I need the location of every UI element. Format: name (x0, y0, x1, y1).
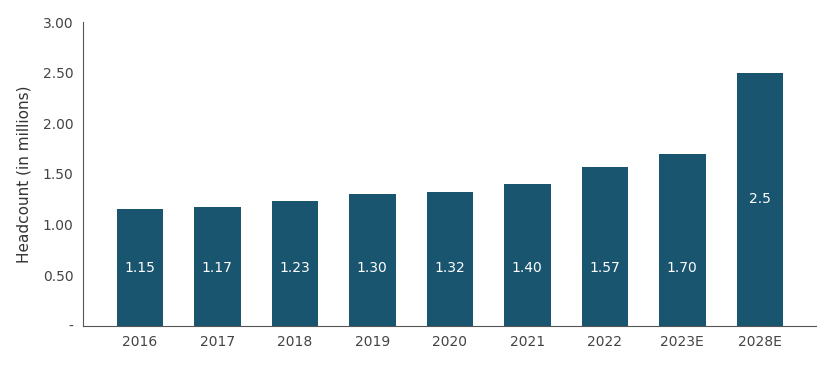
Bar (194, 207, 241, 326)
Text: 1.30: 1.30 (357, 261, 387, 275)
Bar (117, 209, 163, 326)
Bar (272, 201, 318, 326)
Bar (504, 184, 551, 326)
Bar (581, 167, 628, 326)
Text: 1.70: 1.70 (667, 261, 698, 275)
Text: 1.40: 1.40 (512, 261, 542, 275)
Y-axis label: Headcount (in millions): Headcount (in millions) (17, 85, 32, 263)
Text: 1.57: 1.57 (590, 261, 620, 275)
Bar (659, 154, 706, 326)
Text: 1.32: 1.32 (435, 261, 465, 275)
Text: 1.17: 1.17 (202, 261, 232, 275)
Bar (426, 192, 473, 326)
Bar (349, 194, 396, 326)
Text: 2.5: 2.5 (749, 192, 771, 206)
Text: 1.23: 1.23 (279, 261, 310, 275)
Bar (736, 73, 783, 326)
Text: 1.15: 1.15 (124, 261, 155, 275)
